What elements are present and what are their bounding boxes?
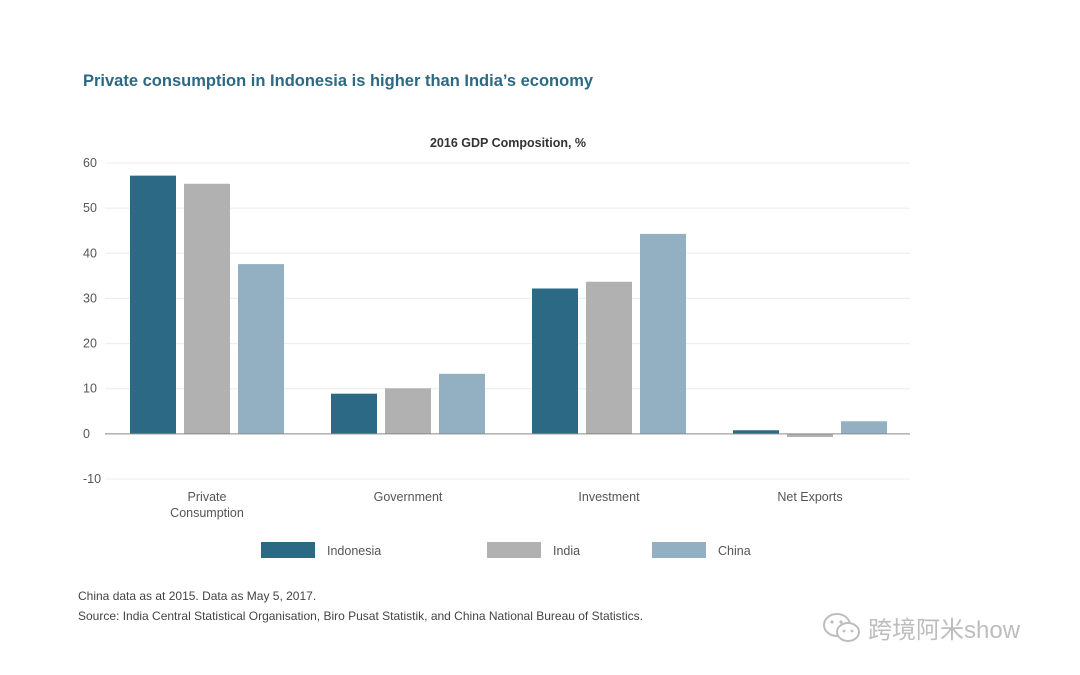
x-category-label: Net Exports bbox=[777, 490, 842, 504]
bar-india-0 bbox=[184, 183, 230, 434]
bar-china-2 bbox=[640, 233, 686, 434]
y-tick-label: 0 bbox=[83, 427, 90, 441]
x-category-label: Investment bbox=[578, 490, 640, 504]
y-tick-label: -10 bbox=[83, 472, 101, 486]
bar-india-2 bbox=[586, 281, 632, 434]
x-category-label: Government bbox=[374, 490, 443, 504]
y-tick-label: 50 bbox=[83, 201, 97, 215]
watermark: 跨境阿米show bbox=[822, 610, 1020, 645]
bar-india-1 bbox=[385, 388, 431, 434]
chart-headline: Private consumption in Indonesia is high… bbox=[83, 72, 594, 90]
legend-label-india: India bbox=[553, 544, 580, 558]
bar-china-1 bbox=[439, 373, 485, 434]
chart-grid bbox=[105, 162, 910, 480]
bar-indonesia-2 bbox=[532, 288, 578, 434]
bar-indonesia-3 bbox=[733, 430, 779, 434]
watermark-text: 跨境阿米show bbox=[868, 617, 1021, 644]
legend-label-indonesia: Indonesia bbox=[327, 544, 381, 558]
bar-china-3 bbox=[841, 421, 887, 434]
bar-indonesia-0 bbox=[130, 175, 176, 434]
footnote-note: China data as at 2015. Data as May 5, 20… bbox=[78, 589, 317, 603]
x-category-label: Private Consumption bbox=[170, 490, 244, 520]
y-axis-ticks: 60 50 40 30 20 10 0 -10 bbox=[83, 156, 101, 486]
y-tick-label: 10 bbox=[83, 382, 97, 396]
legend-swatch-india bbox=[487, 542, 541, 558]
bar-india-3 bbox=[787, 433, 833, 438]
y-tick-label: 40 bbox=[83, 246, 97, 260]
chart-bars bbox=[130, 175, 887, 438]
legend-swatch-china bbox=[652, 542, 706, 558]
y-tick-label: 20 bbox=[83, 337, 97, 351]
legend-label-china: China bbox=[718, 544, 751, 558]
chart-title: 2016 GDP Composition, % bbox=[430, 136, 586, 150]
y-tick-label: 30 bbox=[83, 291, 97, 305]
wechat-icon bbox=[823, 612, 860, 642]
legend-swatch-indonesia bbox=[261, 542, 315, 558]
footnote-source: Source: India Central Statistical Organi… bbox=[78, 609, 643, 623]
x-axis-categories: Private Consumption Government Investment Ne… bbox=[170, 490, 842, 520]
bar-indonesia-1 bbox=[331, 393, 377, 434]
y-tick-label: 60 bbox=[83, 156, 97, 170]
chart-legend: Indonesia India China bbox=[261, 542, 751, 558]
bar-china-0 bbox=[238, 264, 284, 434]
